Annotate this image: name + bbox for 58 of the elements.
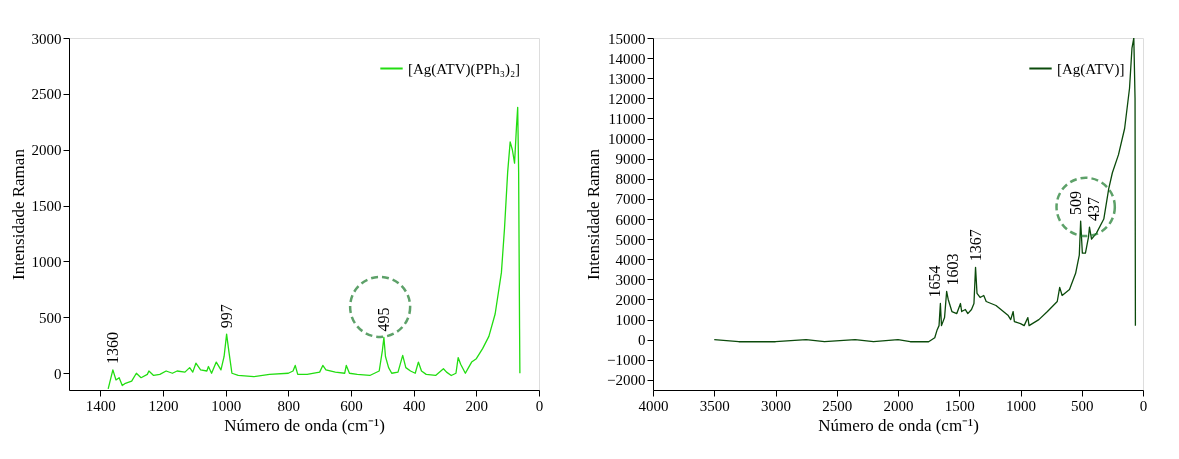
x-tick-label: 3000 <box>761 397 791 414</box>
annotation: 997 <box>217 304 235 329</box>
y-tick-label: 5000 <box>615 231 646 248</box>
x-tick-label: 0 <box>535 397 544 414</box>
y-tick-label: 12000 <box>608 90 646 107</box>
annotation: 1654 <box>925 265 943 298</box>
y-tick-label: 7000 <box>615 191 646 208</box>
x-tick-label: 3500 <box>699 397 730 414</box>
x-tick-label: 500 <box>1071 397 1094 414</box>
annotation: 1367 <box>966 229 984 262</box>
y-tick-label: 500 <box>39 309 62 326</box>
x-tick-label: 200 <box>465 397 489 414</box>
y-tick-label: 1000 <box>31 253 62 270</box>
x-tick-label: 1200 <box>148 397 179 414</box>
y-tick-label: 9000 <box>615 151 646 168</box>
y-tick-label: 6000 <box>615 211 646 228</box>
y-axis-title: Intensidade Raman <box>8 148 28 280</box>
y-tick-label: −2000 <box>607 372 646 389</box>
y-tick-label: 2000 <box>615 291 646 308</box>
y-tick-label: 2500 <box>31 86 62 103</box>
annotation: 1603 <box>943 253 961 286</box>
y-tick-label: 1500 <box>31 198 62 215</box>
y-tick-label: 1000 <box>615 312 646 329</box>
legend-label: [Ag(ATV)(PPh₃)₂] <box>408 60 521 78</box>
y-tick-label: 2000 <box>31 142 62 159</box>
y-tick-label: 4000 <box>615 251 646 268</box>
y-tick-label: 3000 <box>615 271 646 288</box>
y-axis-title: Intensidade Raman <box>584 148 604 280</box>
y-tick-label: 11000 <box>608 110 646 127</box>
x-tick-label: 1000 <box>211 397 242 414</box>
x-tick-label: 2000 <box>883 397 914 414</box>
annotation: 509 <box>1067 191 1085 216</box>
x-tick-label: 1500 <box>944 397 975 414</box>
y-tick-label: 10000 <box>608 131 646 148</box>
x-tick-label: 600 <box>340 397 363 414</box>
x-tick-label: 4000 <box>638 397 669 414</box>
y-tick-label: 3000 <box>31 30 62 47</box>
line-series <box>107 106 521 390</box>
x-tick-label: 2500 <box>822 397 853 414</box>
x-tick-label: 0 <box>1139 397 1148 414</box>
x-tick-label: 800 <box>277 397 301 414</box>
y-tick-label: 0 <box>54 365 62 382</box>
x-tick-label: 1000 <box>1006 397 1036 414</box>
legend-label: [Ag(ATV)] <box>1057 60 1125 78</box>
y-tick-label: 14000 <box>608 50 646 67</box>
y-tick-label: 15000 <box>608 30 646 47</box>
y-tick-label: −1000 <box>607 352 646 369</box>
y-tick-label: 8000 <box>615 171 646 188</box>
y-tick-label: 0 <box>638 332 646 349</box>
annotation: 1360 <box>103 331 121 364</box>
x-tick-label: 400 <box>402 397 426 414</box>
x-tick-label: 1400 <box>85 397 116 414</box>
annotation: 495 <box>374 307 392 332</box>
annotation: 437 <box>1085 197 1103 222</box>
line-series <box>713 38 1137 343</box>
x-axis-title: Número de onda (cm⁻¹) <box>224 415 385 435</box>
x-axis-title: Número de onda (cm⁻¹) <box>818 415 979 435</box>
y-tick-label: 13000 <box>608 70 646 87</box>
